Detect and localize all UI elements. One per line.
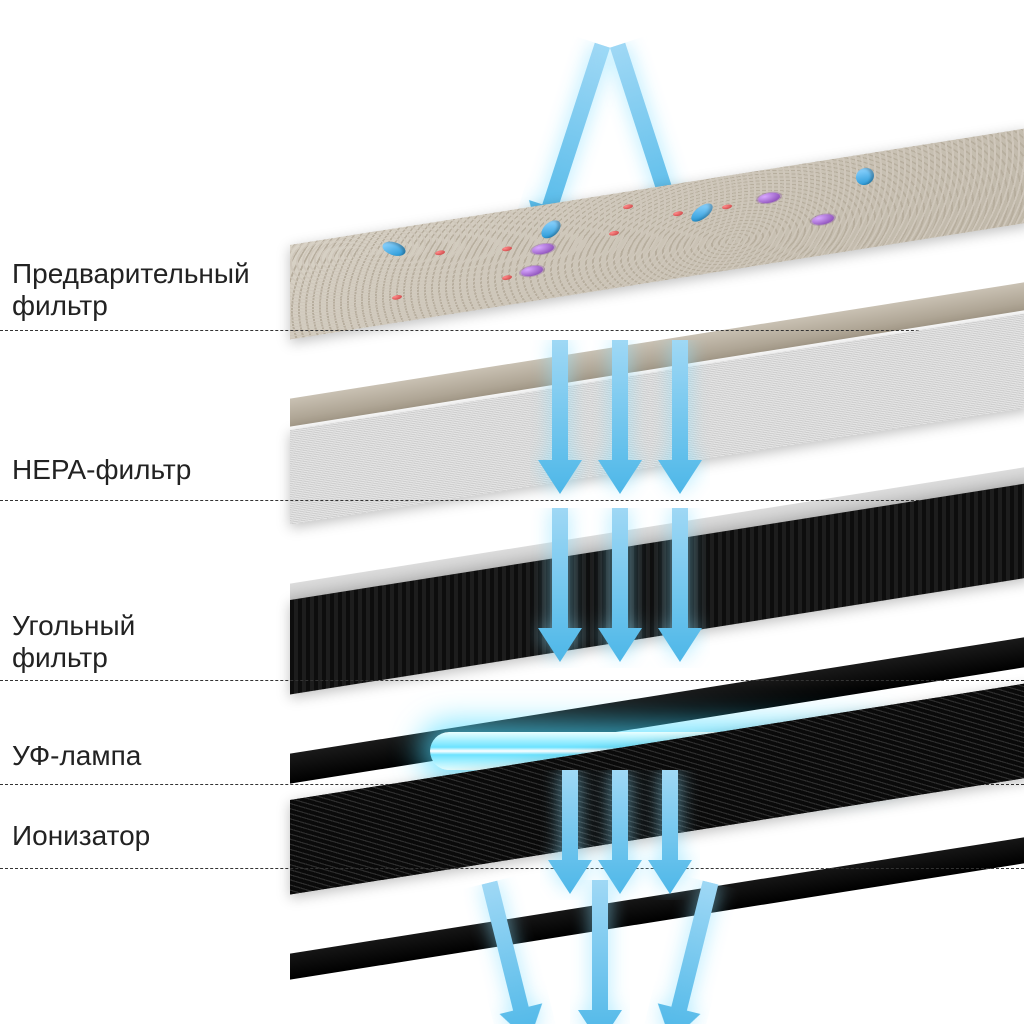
label-prefilter: Предварительный фильтр	[0, 258, 292, 322]
airflow-arrow-icon	[570, 880, 630, 1024]
label-uv: УФ-лампа	[0, 740, 292, 772]
airflow-arrow-icon	[590, 340, 650, 500]
particle-virus	[812, 213, 834, 226]
particle-bacteria	[378, 239, 411, 258]
particle-red	[502, 275, 512, 281]
divider-hepa	[0, 500, 1024, 501]
divider-carbon	[0, 680, 1024, 681]
label-ionizer: Ионизатор	[0, 820, 292, 852]
divider-prefilter	[0, 330, 1024, 331]
particle-red	[673, 210, 683, 216]
airflow-arrow-icon	[650, 340, 710, 500]
particle-virus	[532, 242, 554, 255]
particle-bacteria	[538, 220, 563, 239]
label-hepa: HEPA-фильтр	[0, 454, 292, 486]
airflow-arrow-icon	[650, 508, 710, 668]
divider-ionizer	[0, 868, 1024, 869]
particle-virus	[758, 191, 780, 204]
particle-red	[609, 230, 619, 236]
label-carbon: Угольный фильтр	[0, 610, 292, 674]
particle-bacteria	[855, 166, 874, 186]
airflow-arrow-icon	[530, 340, 590, 500]
particle-red	[435, 250, 445, 256]
airflow-arrow-icon	[530, 508, 590, 668]
particle-red	[623, 204, 633, 210]
particle-red	[502, 246, 512, 252]
airflow-arrow-icon	[590, 508, 650, 668]
particle-virus	[521, 264, 543, 277]
particle-bacteria	[686, 204, 716, 222]
particle-red	[722, 204, 732, 210]
particle-red	[392, 294, 402, 300]
